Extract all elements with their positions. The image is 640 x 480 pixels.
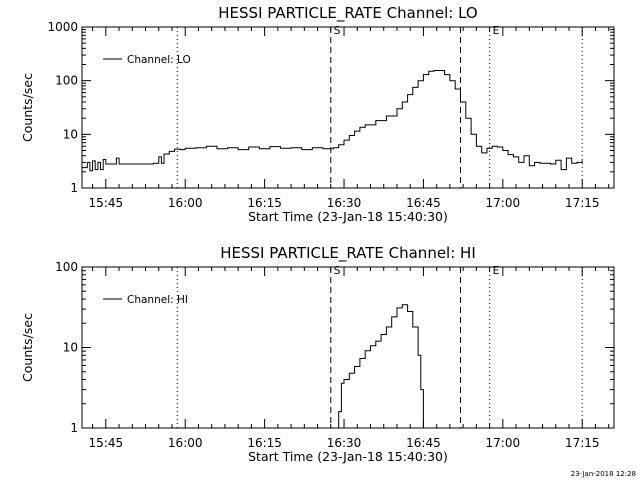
y-tick-label: 1 [70,421,78,435]
x-axis-label: Start Time (23-Jan-18 15:40:30) [248,449,448,464]
x-tick-label: 17:15 [565,196,600,210]
chart-title: HESSI PARTICLE_RATE Channel: HI [220,244,476,263]
timestamp-label: 23-Jan-2018 12:28 [571,470,636,478]
y-tick-label: 1000 [47,20,78,34]
annotation-label: E [493,25,500,37]
annotation-label: E [493,265,500,277]
chart-panel-lo: HESSI PARTICLE_RATE Channel: LO S E 15:45 16… [20,4,615,224]
y-axis-label: Counts/sec [20,73,35,142]
x-tick-label: 15:45 [89,436,124,450]
x-tick-label: 17:15 [565,436,600,450]
annotation-label: S [334,25,341,37]
x-tick-label: 17:00 [486,196,521,210]
series-line [82,70,583,172]
x-tick-label: 16:15 [247,436,282,450]
x-tick-label: 16:30 [327,436,362,450]
y-tick-label: 100 [55,74,78,88]
annotation-label: S [334,265,341,277]
series-line [336,304,424,428]
x-tick-label: 16:45 [406,436,441,450]
legend-label: Channel: HI [127,294,188,306]
y-axis-label: Counts/sec [20,313,35,382]
x-tick-label: 16:15 [247,196,282,210]
y-tick-label: 100 [55,260,78,274]
x-tick-label: 16:45 [406,196,441,210]
y-tick-label: 1 [70,181,78,195]
chart-panel-hi: HESSI PARTICLE_RATE Channel: HI S E 15:45 16… [20,244,615,464]
x-tick-label: 16:00 [168,436,203,450]
x-tick-label: 15:45 [89,196,124,210]
x-tick-label: 16:30 [327,196,362,210]
plot-frame [81,26,615,189]
chart-title: HESSI PARTICLE_RATE Channel: LO [218,4,477,23]
x-axis-label: Start Time (23-Jan-18 15:40:30) [248,209,448,224]
x-tick-label: 16:00 [168,196,203,210]
y-tick-label: 10 [63,127,78,141]
y-tick-label: 10 [63,341,78,355]
plot-frame [81,266,615,429]
legend-label: Channel: LO [127,54,191,66]
x-tick-label: 17:00 [486,436,521,450]
